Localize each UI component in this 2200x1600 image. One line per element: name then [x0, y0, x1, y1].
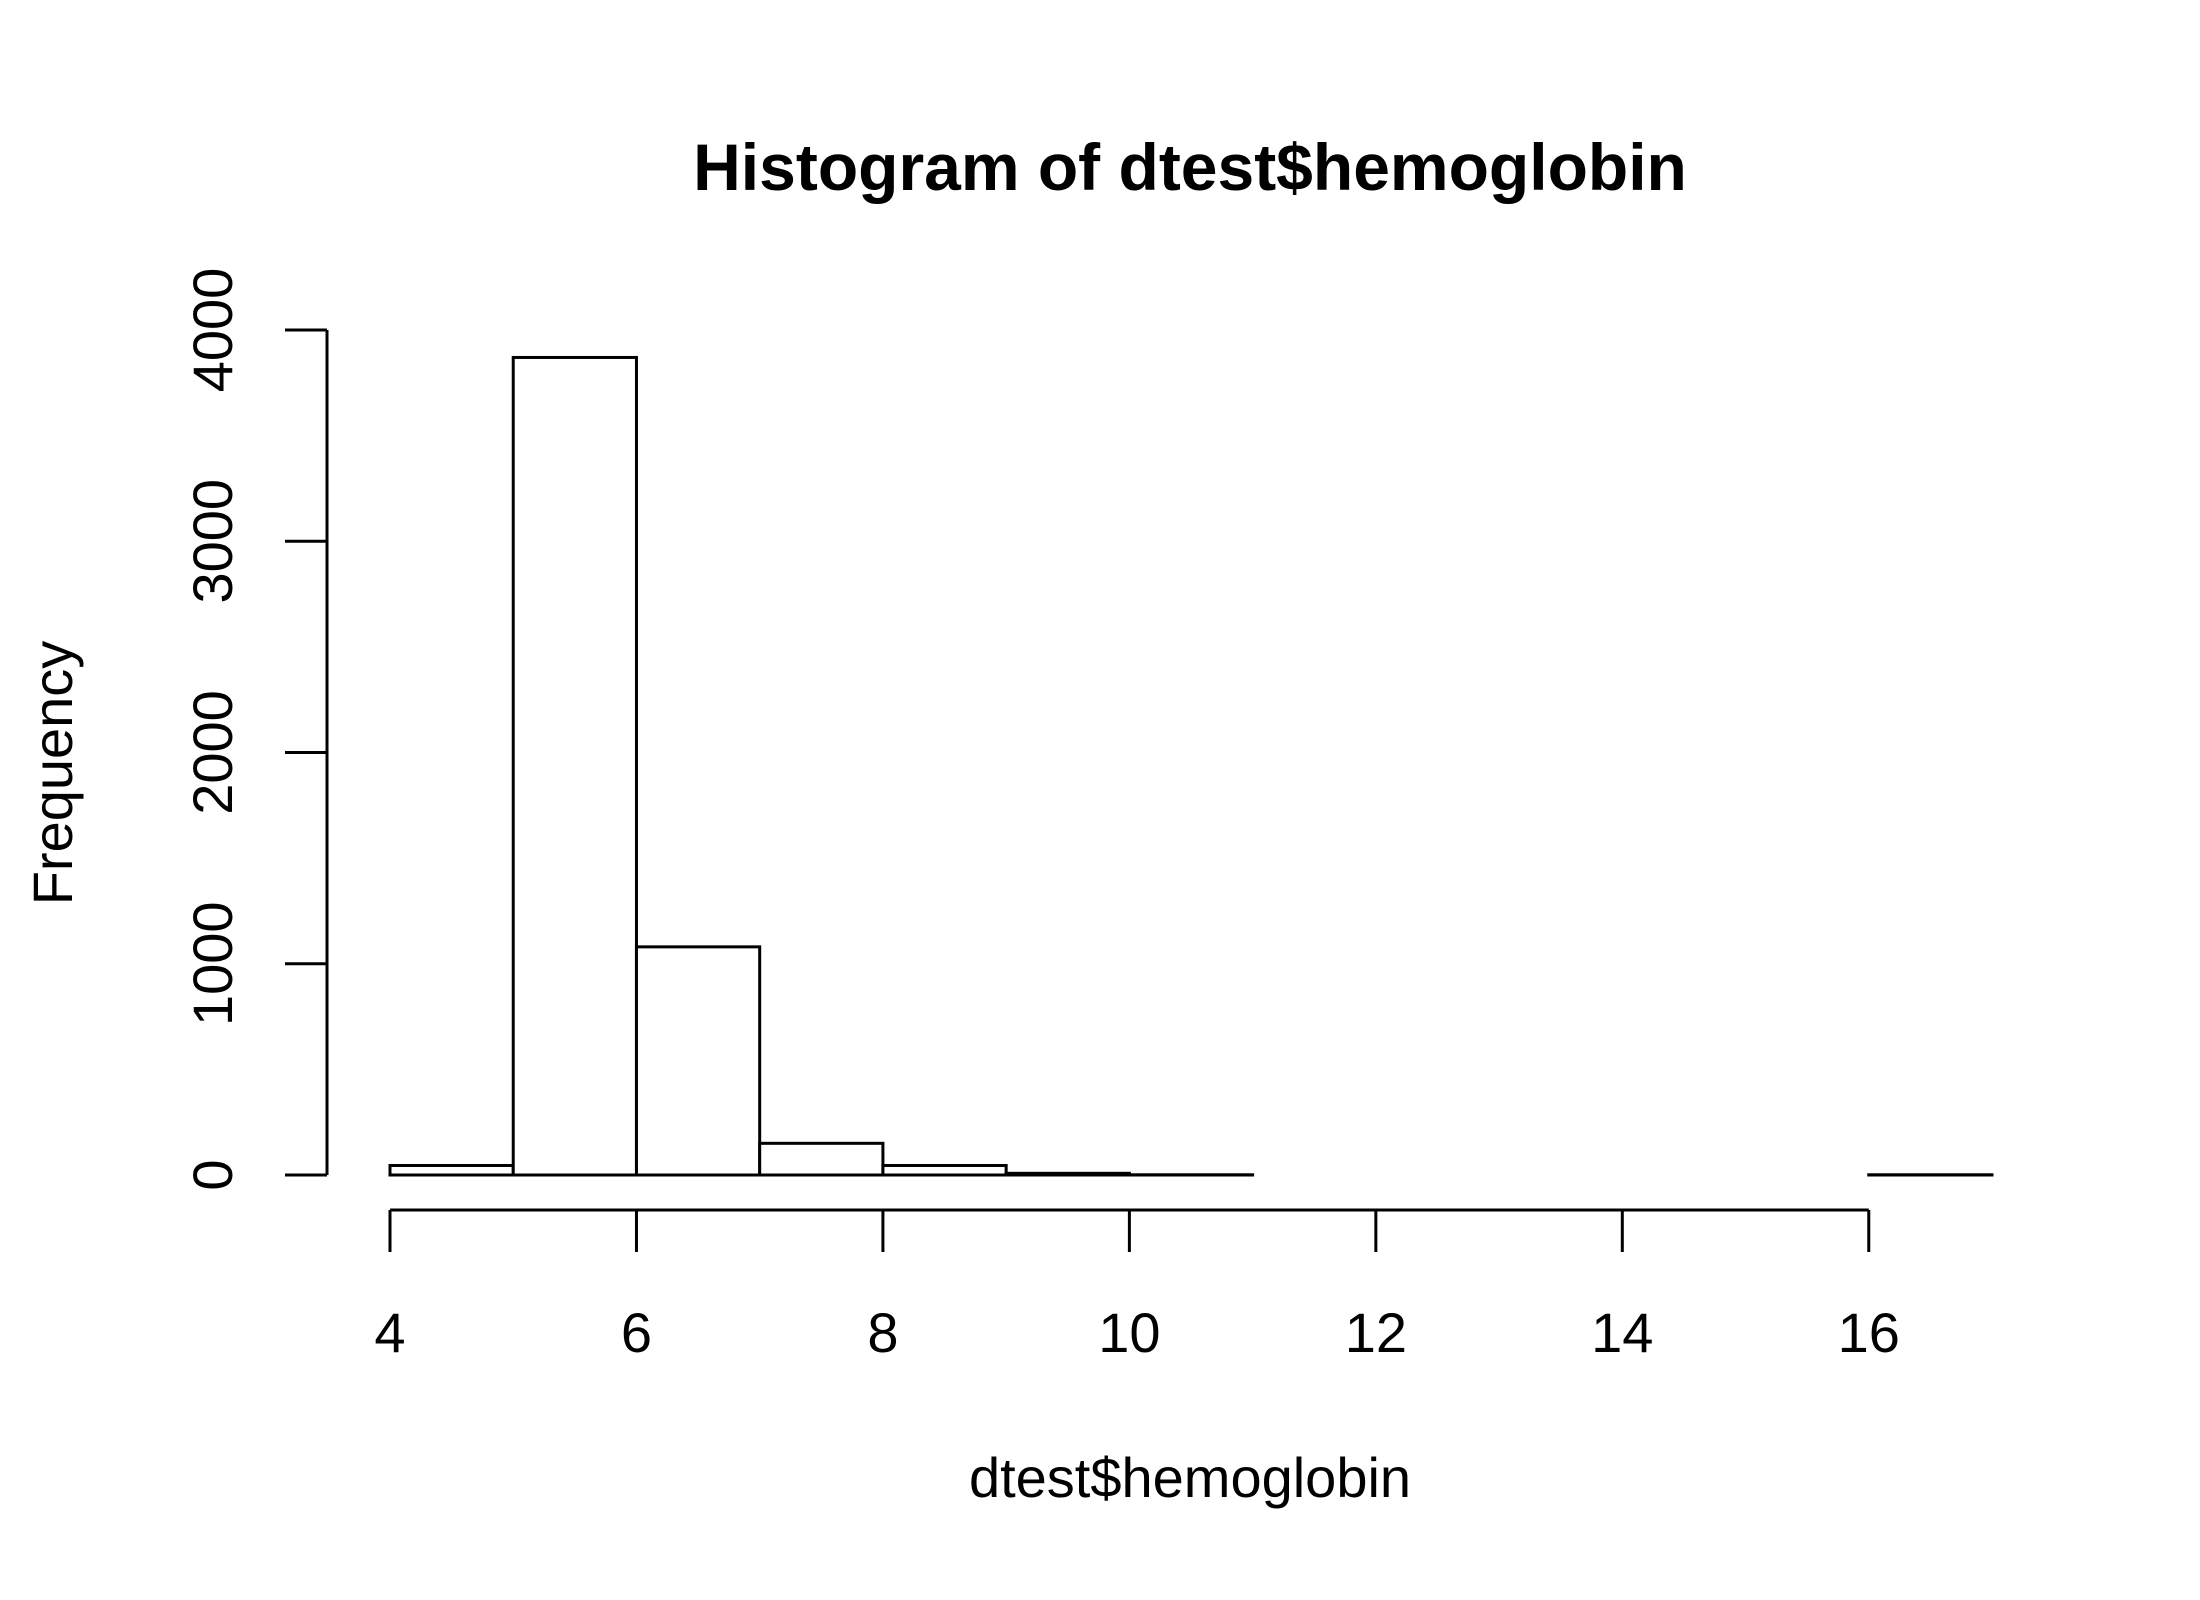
histogram-bar — [1004, 1171, 1131, 1177]
y-tick-label: 2000 — [181, 690, 244, 815]
y-axis-label: Frequency — [21, 641, 84, 906]
x-tick-label: 4 — [374, 1301, 405, 1364]
histogram-bar — [388, 1163, 515, 1177]
x-tick-label: 10 — [1098, 1301, 1160, 1364]
chart-title: Histogram of dtest$hemoglobin — [693, 130, 1687, 204]
x-tick-label: 6 — [621, 1301, 652, 1364]
bars-group — [388, 355, 1994, 1177]
x-tick-label: 8 — [867, 1301, 898, 1364]
y-tick-label: 0 — [181, 1159, 244, 1190]
x-tick-label: 16 — [1838, 1301, 1900, 1364]
x-tick-label: 14 — [1591, 1301, 1653, 1364]
histogram-bar — [881, 1163, 1008, 1177]
histogram-bar — [758, 1141, 885, 1177]
y-tick-label: 1000 — [181, 901, 244, 1026]
histogram-bar — [511, 355, 638, 1177]
x-axis-label: dtest$hemoglobin — [969, 1446, 1411, 1509]
histogram-bar — [634, 945, 762, 1177]
x-axis: 4 6 8 10 12 14 16 — [374, 1208, 1900, 1364]
x-tick-label: 12 — [1345, 1301, 1407, 1364]
y-axis: 0 1000 2000 3000 4000 — [181, 268, 329, 1191]
y-tick-label: 4000 — [181, 268, 244, 393]
y-tick-label: 3000 — [181, 479, 244, 604]
